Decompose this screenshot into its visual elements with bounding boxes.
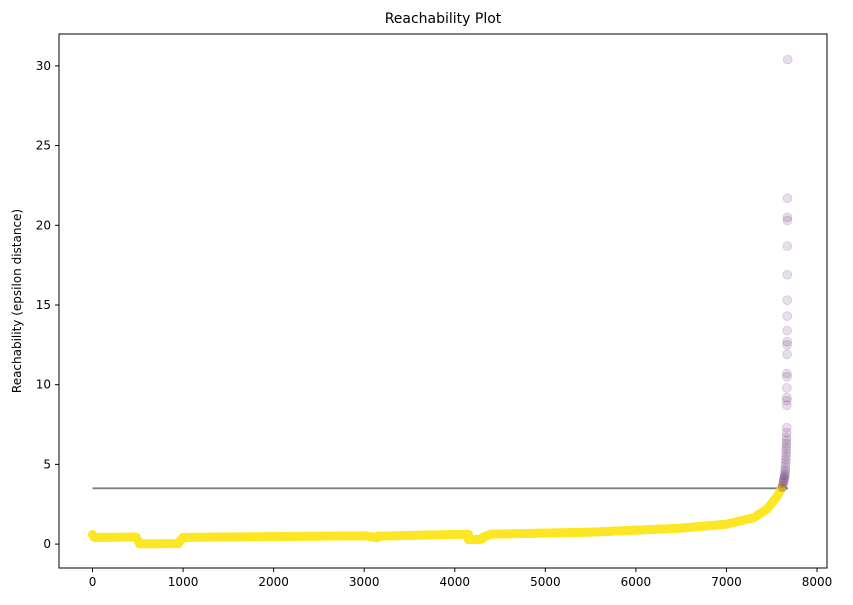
noise-point bbox=[782, 212, 793, 223]
noise-point bbox=[782, 325, 792, 336]
noise-point bbox=[782, 368, 792, 379]
noise-point bbox=[781, 451, 791, 462]
chart-title: Reachability Plot bbox=[385, 11, 502, 27]
y-tick-label: 10 bbox=[36, 378, 51, 392]
y-tick-label: 25 bbox=[36, 139, 51, 153]
noise-point bbox=[781, 448, 791, 459]
x-tick-label: 0 bbox=[89, 575, 97, 589]
y-axis-label: Reachability (epsilon distance) bbox=[10, 209, 24, 393]
noise-point bbox=[782, 241, 793, 251]
noise-point bbox=[782, 311, 793, 321]
noise-point bbox=[782, 340, 792, 350]
noise-point bbox=[780, 466, 790, 477]
noise-point bbox=[779, 472, 790, 482]
noise-point bbox=[782, 269, 793, 280]
noise-point bbox=[781, 432, 792, 443]
x-tick-label: 1000 bbox=[168, 575, 199, 589]
noise-point bbox=[780, 457, 791, 468]
y-axis: 0 5 10 15 20 25 30 bbox=[36, 59, 59, 551]
noise-point bbox=[781, 422, 792, 433]
noise-point bbox=[779, 473, 789, 484]
noise-point bbox=[780, 464, 791, 474]
x-tick-label: 7000 bbox=[711, 575, 742, 589]
x-tick-label: 5000 bbox=[530, 575, 561, 589]
x-tick-label: 2000 bbox=[258, 575, 289, 589]
noise-point bbox=[778, 477, 789, 487]
y-tick-label: 0 bbox=[43, 537, 51, 551]
cluster-point bbox=[777, 483, 787, 493]
plot-area bbox=[88, 54, 793, 549]
noise-point bbox=[781, 442, 792, 452]
noise-point bbox=[781, 435, 792, 446]
noise-point bbox=[782, 193, 793, 203]
noise-point bbox=[782, 215, 793, 226]
axes-frame bbox=[58, 33, 828, 569]
noise-point bbox=[781, 438, 792, 449]
x-tick-label: 6000 bbox=[621, 575, 652, 589]
noise-point bbox=[782, 349, 792, 360]
noise-point bbox=[780, 469, 790, 479]
noise-point bbox=[782, 383, 792, 393]
noise-point bbox=[778, 478, 788, 489]
x-tick-label: 3000 bbox=[349, 575, 380, 589]
y-tick-label: 15 bbox=[36, 298, 51, 312]
noise-point bbox=[777, 482, 787, 493]
x-tick-label: 4000 bbox=[440, 575, 471, 589]
x-tick-label: 8000 bbox=[802, 575, 833, 589]
noise-point bbox=[779, 470, 790, 481]
noise-point bbox=[781, 427, 792, 438]
noise-point bbox=[781, 454, 791, 465]
x-axis: 0 1000 2000 3000 4000 5000 6000 7000 8000 bbox=[89, 568, 833, 589]
noise-point bbox=[777, 481, 788, 491]
noise-point bbox=[782, 54, 793, 65]
y-tick-label: 20 bbox=[36, 218, 51, 232]
noise-point bbox=[780, 461, 791, 471]
noise-point bbox=[782, 295, 793, 306]
y-tick-label: 5 bbox=[43, 457, 51, 471]
noise-point bbox=[781, 395, 792, 406]
noise-point bbox=[782, 392, 792, 403]
noise-point bbox=[778, 475, 789, 486]
noise-point bbox=[782, 371, 792, 382]
noise-point bbox=[782, 336, 792, 347]
noise-point bbox=[781, 400, 792, 411]
noise-point bbox=[781, 445, 792, 455]
y-tick-label: 30 bbox=[36, 59, 51, 73]
